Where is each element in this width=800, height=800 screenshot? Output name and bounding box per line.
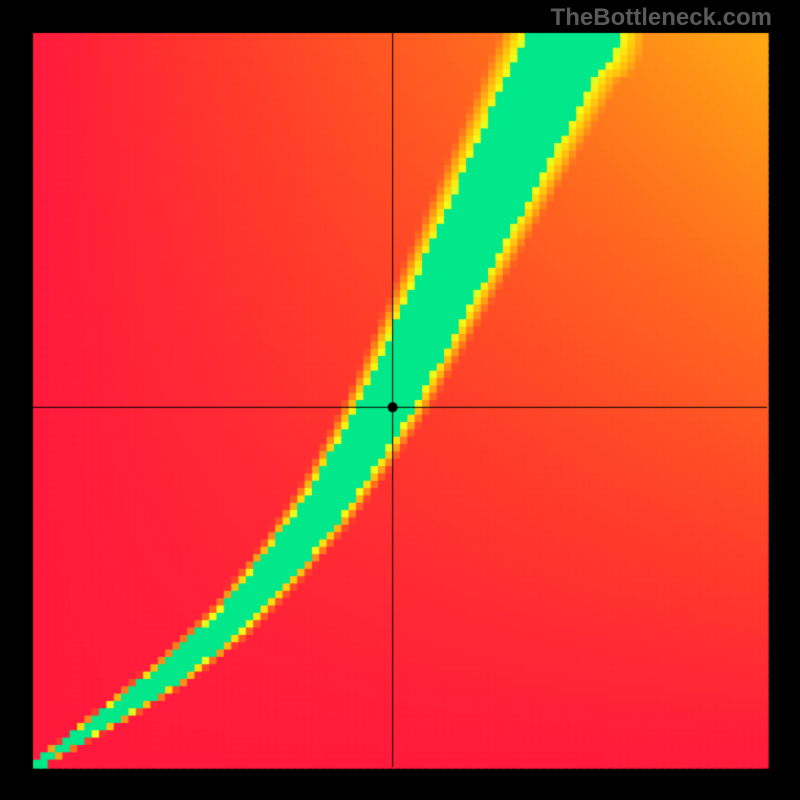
watermark-text: TheBottleneck.com bbox=[551, 4, 772, 32]
chart-container: TheBottleneck.com bbox=[0, 0, 800, 800]
heatmap-canvas bbox=[0, 0, 800, 800]
